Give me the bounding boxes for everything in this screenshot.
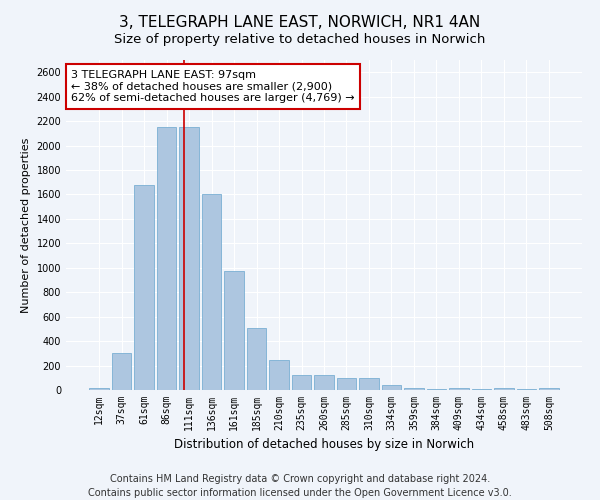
Text: Size of property relative to detached houses in Norwich: Size of property relative to detached ho… xyxy=(115,32,485,46)
Bar xyxy=(202,194,221,390)
Bar xyxy=(337,378,356,390)
Bar xyxy=(449,388,469,390)
Bar xyxy=(404,388,424,390)
Bar xyxy=(89,388,109,390)
Bar xyxy=(517,389,536,390)
Bar xyxy=(247,328,266,390)
Text: 3, TELEGRAPH LANE EAST, NORWICH, NR1 4AN: 3, TELEGRAPH LANE EAST, NORWICH, NR1 4AN xyxy=(119,15,481,30)
X-axis label: Distribution of detached houses by size in Norwich: Distribution of detached houses by size … xyxy=(174,438,474,452)
Y-axis label: Number of detached properties: Number of detached properties xyxy=(21,138,31,312)
Bar xyxy=(472,389,491,390)
Bar xyxy=(112,354,131,390)
Bar xyxy=(382,385,401,390)
Bar xyxy=(224,272,244,390)
Bar xyxy=(269,360,289,390)
Bar xyxy=(494,388,514,390)
Bar xyxy=(179,127,199,390)
Bar xyxy=(359,378,379,390)
Bar xyxy=(539,388,559,390)
Bar xyxy=(314,376,334,390)
Bar xyxy=(292,376,311,390)
Bar xyxy=(427,389,446,390)
Text: 3 TELEGRAPH LANE EAST: 97sqm
← 38% of detached houses are smaller (2,900)
62% of: 3 TELEGRAPH LANE EAST: 97sqm ← 38% of de… xyxy=(71,70,355,103)
Text: Contains HM Land Registry data © Crown copyright and database right 2024.
Contai: Contains HM Land Registry data © Crown c… xyxy=(88,474,512,498)
Bar xyxy=(134,184,154,390)
Bar xyxy=(157,127,176,390)
